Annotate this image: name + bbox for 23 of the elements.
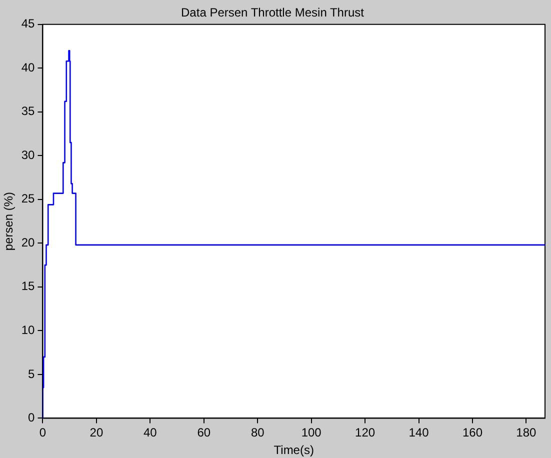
x-tick-label: 60 xyxy=(197,426,211,440)
x-tick-label: 100 xyxy=(301,426,322,440)
y-tick-label: 45 xyxy=(21,16,36,31)
x-tick-label: 180 xyxy=(516,426,537,440)
x-tick-label: 40 xyxy=(144,426,158,440)
y-tick-label: 15 xyxy=(21,279,36,294)
y-tick-label: 0 xyxy=(28,410,36,425)
y-axis-title: persen (%) xyxy=(2,192,16,251)
y-tick-label: 5 xyxy=(28,366,36,381)
y-tick-label: 20 xyxy=(21,235,36,250)
chart-title: Data Persen Throttle Mesin Thrust xyxy=(181,6,365,20)
x-tick-label: 160 xyxy=(462,426,483,440)
x-axis-title: Time(s) xyxy=(274,443,314,458)
x-tick-label: 20 xyxy=(90,426,104,440)
y-tick-label: 40 xyxy=(21,60,36,74)
x-tick-label: 80 xyxy=(250,426,265,440)
y-tick-label: 35 xyxy=(21,104,36,118)
x-tick-label: 140 xyxy=(408,426,430,440)
y-tick-label: 10 xyxy=(21,323,36,337)
x-tick-label: 120 xyxy=(355,426,376,440)
y-tick-label: 30 xyxy=(21,148,36,162)
y-tick-label: 25 xyxy=(21,192,36,206)
x-tick-label: 0 xyxy=(39,426,46,440)
